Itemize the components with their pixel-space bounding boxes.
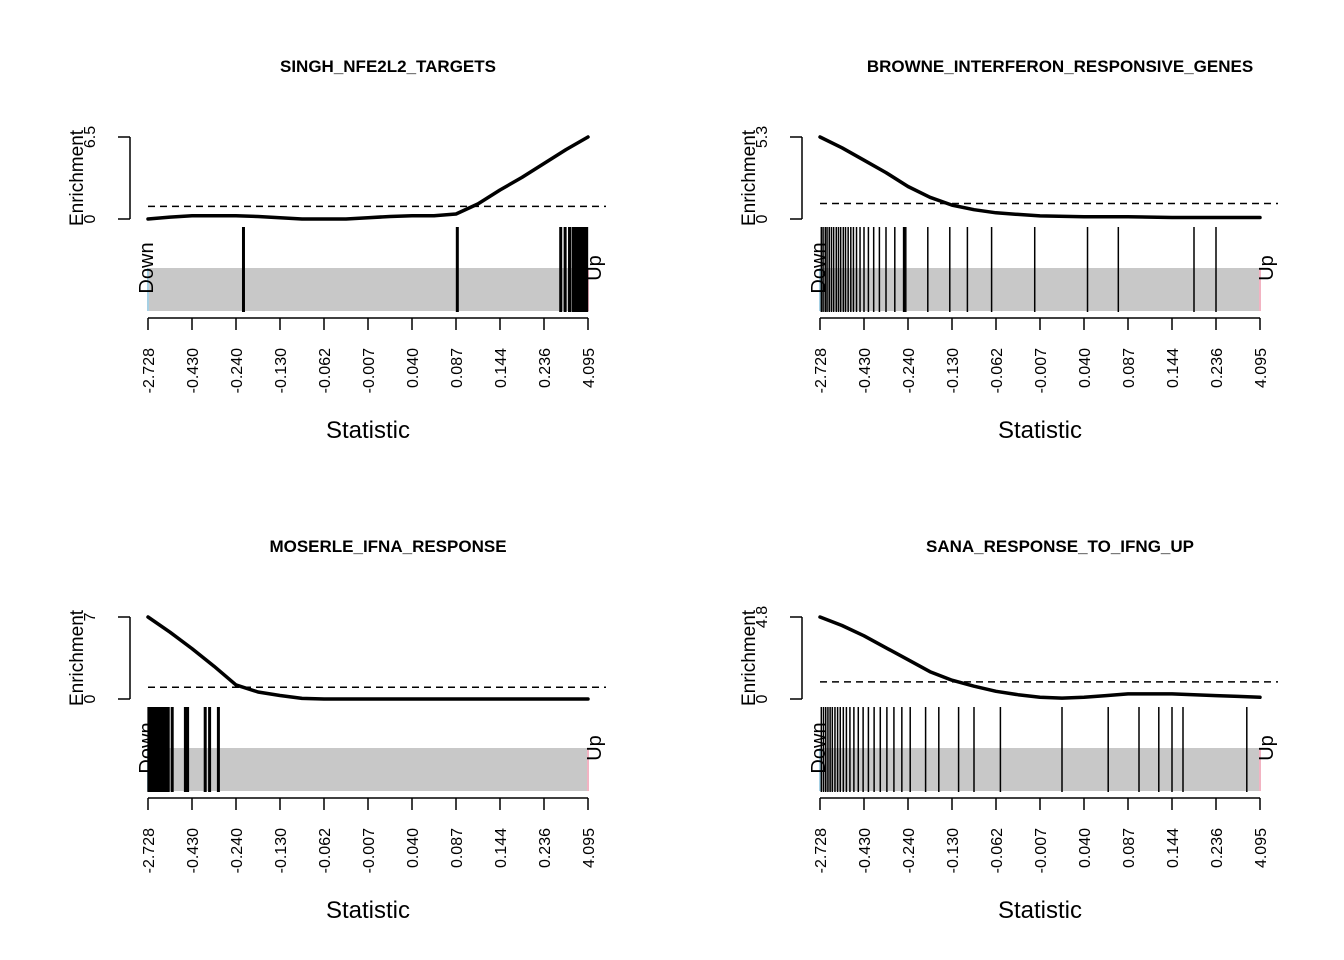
enrichment-worm xyxy=(818,135,1262,220)
barcode-band xyxy=(820,748,1260,791)
x-tick-label: -0.007 xyxy=(361,348,378,393)
x-tick-label: -2.728 xyxy=(141,348,158,393)
x-tick-label: -0.240 xyxy=(901,828,918,873)
x-tick-label: 4.095 xyxy=(1253,828,1270,868)
y-axis-label: Enrichment xyxy=(739,129,760,226)
x-tick-label: 0.040 xyxy=(1077,348,1094,388)
x-tick-label: 0.144 xyxy=(1165,828,1182,868)
x-tick-label: 0.236 xyxy=(537,348,554,388)
y-tick-label: 0 xyxy=(754,214,771,223)
x-tick-label: -0.240 xyxy=(229,828,246,873)
x-tick-label: 0.236 xyxy=(1209,828,1226,868)
x-axis-label: Statistic xyxy=(326,417,410,444)
x-tick-label: -0.430 xyxy=(857,348,874,393)
x-tick-label: -0.130 xyxy=(273,828,290,873)
panel-title: MOSERLE_IFNA_RESPONSE xyxy=(269,537,506,556)
x-tick-label: -2.728 xyxy=(813,348,830,393)
x-tick-label: 0.040 xyxy=(405,828,422,868)
y-tick-label: 0 xyxy=(82,694,99,703)
x-tick-label: 4.095 xyxy=(581,828,598,868)
x-tick-label: -0.130 xyxy=(273,348,290,393)
panel-title: BROWNE_INTERFERON_RESPONSIVE_GENES xyxy=(867,57,1253,76)
x-tick-label: -0.062 xyxy=(989,348,1006,393)
panel-2: BROWNE_INTERFERON_RESPONSIVE_GENES 0 5.3En… xyxy=(739,57,1278,444)
x-tick-label: 4.095 xyxy=(581,348,598,388)
x-tick-label: -0.062 xyxy=(989,828,1006,873)
y-tick-label: 0 xyxy=(82,214,99,223)
x-tick-label: -0.007 xyxy=(1033,348,1050,393)
x-tick-label: -0.130 xyxy=(945,348,962,393)
up-label: Up xyxy=(1256,735,1278,761)
x-tick-label: 0.144 xyxy=(1165,348,1182,388)
x-tick-label: -0.007 xyxy=(361,828,378,873)
x-tick-label: 4.095 xyxy=(1253,348,1270,388)
x-tick-label: 0.087 xyxy=(449,348,466,388)
x-axis-label: Statistic xyxy=(998,897,1082,924)
x-axis-label: Statistic xyxy=(998,417,1082,444)
barcode-band xyxy=(820,268,1260,311)
barcode-band xyxy=(148,268,588,311)
up-label: Up xyxy=(584,735,606,761)
down-label: Down xyxy=(808,242,830,293)
barcode-band xyxy=(148,748,588,791)
x-tick-label: 0.144 xyxy=(493,828,510,868)
x-tick-label: 0.236 xyxy=(1209,348,1226,388)
down-label: Down xyxy=(808,722,830,773)
up-label: Up xyxy=(584,255,606,281)
down-label: Down xyxy=(136,722,158,773)
x-tick-label: 0.087 xyxy=(1121,828,1138,868)
y-tick-label: 5.3 xyxy=(754,126,771,148)
y-axis-label: Enrichment xyxy=(739,609,760,706)
x-tick-label: -0.130 xyxy=(945,828,962,873)
x-tick-label: 0.087 xyxy=(449,828,466,868)
x-tick-label: -2.728 xyxy=(141,828,158,873)
x-tick-label: -0.240 xyxy=(229,348,246,393)
x-tick-label: -0.062 xyxy=(317,348,334,393)
y-axis-label: Enrichment xyxy=(67,609,88,706)
enrichment-worm xyxy=(146,615,590,701)
x-tick-label: -0.062 xyxy=(317,828,334,873)
x-tick-label: 0.040 xyxy=(1077,828,1094,868)
x-tick-label: -0.430 xyxy=(185,348,202,393)
x-tick-label: -0.430 xyxy=(185,828,202,873)
x-tick-label: 0.087 xyxy=(1121,348,1138,388)
y-axis-label: Enrichment xyxy=(67,129,88,226)
x-tick-label: 0.144 xyxy=(493,348,510,388)
y-tick-label: 4.8 xyxy=(754,606,771,628)
x-tick-label: -0.430 xyxy=(857,828,874,873)
up-label: Up xyxy=(1256,255,1278,281)
x-tick-label: -2.728 xyxy=(813,828,830,873)
y-tick-label: 0 xyxy=(754,694,771,703)
enrichment-worm xyxy=(818,615,1262,700)
y-tick-label: 6.5 xyxy=(82,126,99,148)
x-tick-label: 0.040 xyxy=(405,348,422,388)
panel-title: SANA_RESPONSE_TO_IFNG_UP xyxy=(926,537,1194,556)
panel-title: SINGH_NFE2L2_TARGETS xyxy=(280,57,496,76)
y-tick-label: 7 xyxy=(82,612,99,621)
x-tick-label: 0.236 xyxy=(537,828,554,868)
x-axis-label: Statistic xyxy=(326,897,410,924)
x-tick-label: -0.007 xyxy=(1033,828,1050,873)
down-label: Down xyxy=(136,242,158,293)
enrichment-worm xyxy=(146,135,590,221)
x-tick-label: -0.240 xyxy=(901,348,918,393)
